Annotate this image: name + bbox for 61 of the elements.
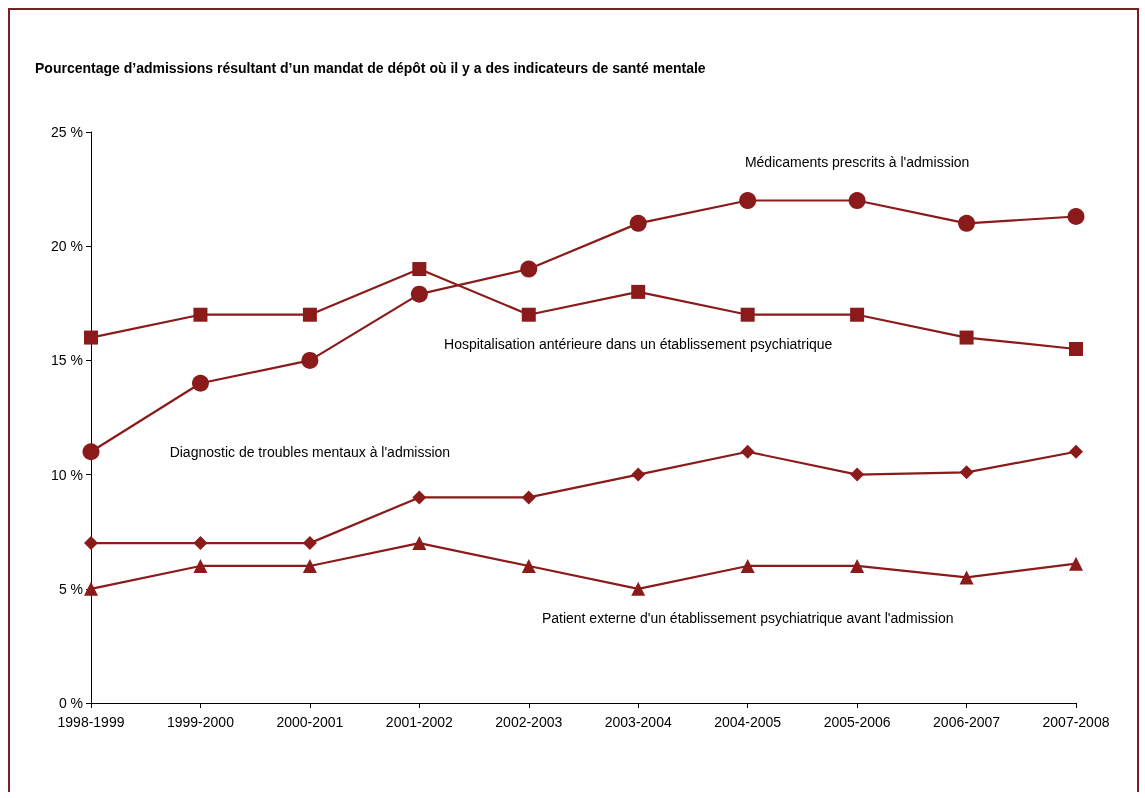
text: Diagnostic de troubles mentaux à l'admission [169,443,451,460]
point [850,558,865,573]
point [740,307,755,322]
x-tick-label: 2005-2006 [823,714,891,730]
y-tick-label: 5 % [58,580,83,597]
point [629,214,647,232]
x-tick-label: 2000-2001 [276,714,344,730]
point [739,192,757,210]
point [959,465,974,480]
y-tick-label: 0 % [58,695,83,711]
x-tick-label: 2006-2007 [933,714,1001,730]
point [301,351,319,369]
point [631,467,646,482]
y-tick-label: 20 % [51,238,83,255]
point [1067,208,1085,225]
point [84,536,98,551]
point [959,330,974,345]
point [521,490,536,505]
point [84,581,98,596]
point [521,307,536,322]
point [850,467,865,482]
series-label: Patient externe d'un établissement psychiatrique avant l'admission [541,610,954,627]
point [1069,341,1083,356]
point [1069,444,1083,459]
x-tick-label: 1999-2000 [166,714,235,730]
point [631,581,646,596]
point [84,330,98,345]
point [191,374,209,392]
point [740,558,755,573]
point [520,260,538,278]
point [302,307,317,322]
point [302,558,317,573]
series-label: Hospitalisation antérieure dans un établissement psychiatrique [444,336,833,353]
y-tick-label: 15 % [51,352,83,369]
point [193,536,208,551]
point [193,558,208,573]
y-tick-label: 25 % [51,124,83,140]
point [1069,556,1083,571]
point [302,536,317,551]
x-tick-label: 2007-2008 [1042,714,1110,730]
point [631,284,646,299]
series-label: Médicaments prescrits à l'admission [744,153,970,170]
point [82,443,100,461]
point [848,192,866,210]
point [958,214,976,232]
chart-title: Pourcentage d’admissions résultant d’un mandat de dépôt où il y a des indicateurs de santé mentale [35,60,706,76]
y-tick-label: 10 % [51,466,83,483]
point [412,262,427,277]
point [959,570,974,585]
point [850,307,865,322]
x-tick-label: 2003-2004 [604,714,672,730]
point [521,558,536,573]
point [410,285,428,303]
point [412,490,427,505]
point [193,307,208,322]
x-tick-label: 2004-2005 [714,714,782,730]
point [412,536,427,551]
point [740,444,755,459]
x-tick-label: 2001-2002 [385,714,454,730]
x-tick-label: 1998-1999 [57,714,125,730]
x-tick-label: 2002-2003 [495,714,563,730]
